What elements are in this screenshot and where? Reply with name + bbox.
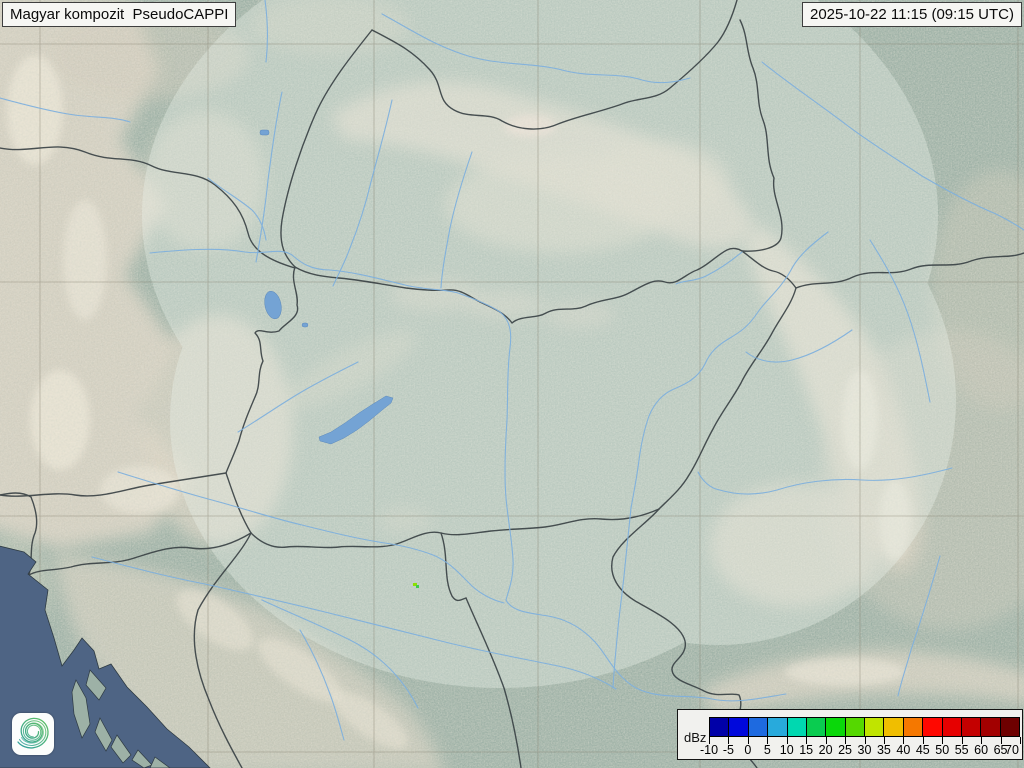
- legend-unit-label: dBz: [684, 730, 707, 745]
- sea-layer: [0, 545, 211, 768]
- spiral-logo-icon: [17, 717, 49, 749]
- timestamp: 2025-10-22 11:15 (09:15 UTC): [801, 2, 1022, 27]
- legend-tick-label: -10: [699, 743, 719, 757]
- legend-tick: [1000, 737, 1002, 744]
- legend-cell: [903, 718, 924, 736]
- legend-tick: [961, 737, 963, 744]
- legend-tick-label: 45: [915, 743, 930, 757]
- legend-cell: [768, 718, 788, 736]
- dbz-legend: dBz -10 -5 0 5 10 15 20 25 30 35 40 45 50 55 60 65 70: [677, 709, 1023, 760]
- legend-tick: [825, 737, 827, 744]
- legend-color-bar: [709, 717, 1020, 737]
- legend-tick: [806, 737, 808, 744]
- legend-tick-label: 70: [1005, 743, 1019, 757]
- legend-tick: [942, 737, 944, 744]
- legend-tick-label: 25: [838, 743, 853, 757]
- legend-tick: [767, 737, 769, 744]
- legend-tick: [903, 737, 905, 744]
- product-title: Magyar kompozit PseudoCAPPI: [2, 2, 237, 27]
- legend-tick-label: 30: [857, 743, 872, 757]
- rivers-layer: [0, 0, 1024, 741]
- lakes-layer: [259, 129, 394, 445]
- legend-tick-label: 10: [779, 743, 794, 757]
- legend-cell: [729, 718, 749, 736]
- legend-tick-label: -5: [722, 743, 734, 757]
- legend-cell: [865, 718, 885, 736]
- legend-tick-label: 50: [935, 743, 950, 757]
- legend-tick-label: 60: [974, 743, 989, 757]
- legend-cell: [923, 718, 943, 736]
- legend-cell: [826, 718, 846, 736]
- legend-cell: [748, 718, 769, 736]
- legend-tick: [728, 737, 730, 744]
- legend-tick: [981, 737, 983, 744]
- legend-tick: [864, 737, 866, 744]
- legend-cell: [710, 718, 730, 736]
- radar-echo: [416, 585, 419, 588]
- legend-cell: [981, 718, 1001, 736]
- legend-tick-label: 20: [818, 743, 833, 757]
- legend-tick: [747, 737, 749, 744]
- legend-tick-label: 65: [993, 743, 1008, 757]
- legend-cell: [942, 718, 962, 736]
- legend-tick: [709, 737, 710, 744]
- legend-cell: [806, 718, 827, 736]
- legend-cell: [961, 718, 982, 736]
- legend-tick-label: 35: [876, 743, 891, 757]
- legend-cell: [845, 718, 865, 736]
- legend-tick-label: 0: [744, 743, 752, 757]
- islands: [71, 669, 171, 768]
- legend-tick-label: 15: [799, 743, 814, 757]
- legend-tick: [786, 737, 788, 744]
- legend-tick-label: 40: [896, 743, 911, 757]
- legend-tick-label: 5: [763, 743, 771, 757]
- legend-tick-label: 55: [954, 743, 969, 757]
- legend-cell: [787, 718, 807, 736]
- met-service-logo: [12, 713, 54, 755]
- legend-tick: [883, 737, 885, 744]
- legend-tick: [1020, 737, 1021, 744]
- legend-cell: [884, 718, 904, 736]
- radar-echo: [413, 583, 417, 586]
- legend-tick: [922, 737, 924, 744]
- legend-tick: [845, 737, 847, 744]
- legend-cell: [1000, 718, 1019, 736]
